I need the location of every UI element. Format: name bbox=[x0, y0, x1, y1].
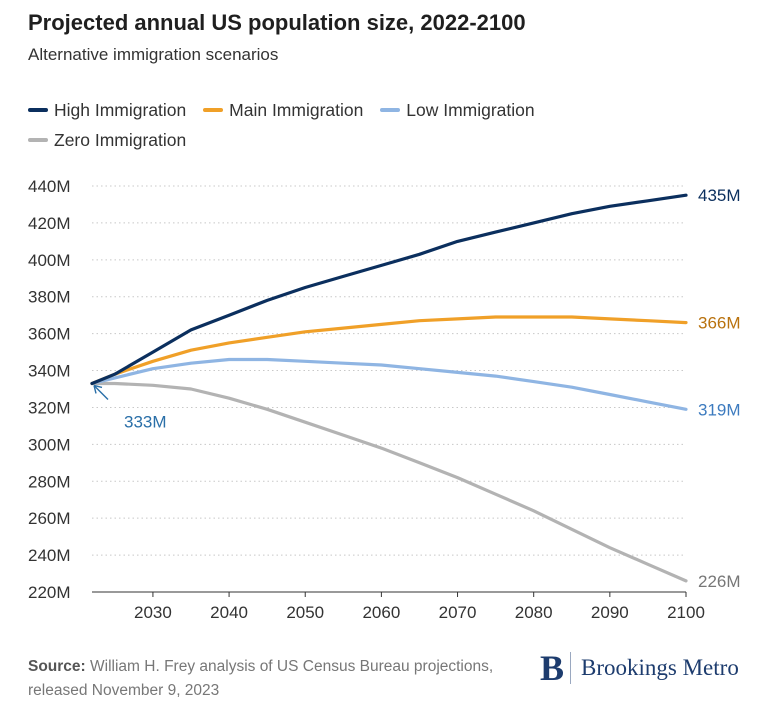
y-tick-label-280: 280M bbox=[28, 472, 71, 491]
y-tick-label-300: 300M bbox=[28, 435, 71, 454]
y-tick-label-380: 380M bbox=[28, 288, 71, 307]
y-tick-label-340: 340M bbox=[28, 362, 71, 381]
x-tick-label-2040: 2040 bbox=[210, 603, 248, 622]
source-text: William H. Frey analysis of US Census Bu… bbox=[28, 658, 494, 699]
y-tick-label-220: 220M bbox=[28, 583, 71, 602]
y-tick-label-320: 320M bbox=[28, 398, 71, 417]
legend-label-high: High Immigration bbox=[54, 99, 187, 120]
source-label: Source: bbox=[28, 658, 86, 675]
legend-swatch-low bbox=[380, 108, 401, 112]
brand-mark: B bbox=[540, 648, 565, 688]
series-line-low-immigration bbox=[90, 357, 688, 411]
x-tick-label-2050: 2050 bbox=[286, 603, 324, 622]
legend-item-zero: Zero Immigration bbox=[28, 125, 186, 155]
x-tick-label-2030: 2030 bbox=[134, 603, 172, 622]
legend-item-low: Low Immigration bbox=[380, 95, 535, 125]
legend-label-low: Low Immigration bbox=[406, 99, 535, 120]
series-line-high-immigration bbox=[90, 193, 688, 386]
annotation-arrow-shaft bbox=[94, 385, 109, 400]
y-tick-label-240: 240M bbox=[28, 546, 71, 565]
end-label-zero-immigration: 226M bbox=[698, 572, 741, 591]
annotation-label-start: 333M bbox=[124, 412, 167, 431]
end-label-main-immigration: 366M bbox=[698, 314, 741, 333]
brand-divider bbox=[570, 652, 572, 684]
x-tick-label-2070: 2070 bbox=[439, 603, 477, 622]
annotation-arrow-head bbox=[93, 384, 103, 394]
legend-label-zero: Zero Immigration bbox=[54, 129, 187, 150]
chart-subtitle: Alternative immigration scenarios bbox=[28, 45, 279, 64]
brand-name: Brookings Metro bbox=[581, 655, 739, 680]
y-tick-label-360: 360M bbox=[28, 325, 71, 344]
legend-item-main: Main Immigration bbox=[203, 95, 363, 125]
series-line-main-immigration bbox=[90, 315, 688, 386]
end-label-high-immigration: 435M bbox=[698, 186, 741, 205]
legend: High Immigration Main Immigration Low Im… bbox=[28, 95, 628, 155]
end-label-low-immigration: 319M bbox=[698, 400, 741, 419]
chart-title: Projected annual US population size, 202… bbox=[28, 10, 526, 35]
legend-swatch-zero bbox=[28, 138, 48, 142]
x-tick-label-2100: 2100 bbox=[667, 603, 705, 622]
line-chart: 220M 240M 260M 280M 300M 320M 340M 360M 380M 400M… bbox=[28, 177, 741, 622]
x-tick-label-2090: 2090 bbox=[591, 603, 629, 622]
series-line-zero-immigration bbox=[90, 381, 688, 583]
legend-swatch-high bbox=[28, 108, 48, 112]
y-tick-label-260: 260M bbox=[28, 509, 71, 528]
y-tick-label-420: 420M bbox=[28, 214, 71, 233]
source-note: Source: William H. Frey analysis of US C… bbox=[28, 655, 498, 703]
y-tick-label-440: 440M bbox=[28, 177, 71, 196]
y-tick-label-400: 400M bbox=[28, 251, 71, 270]
legend-item-high: High Immigration bbox=[28, 95, 186, 125]
legend-swatch-main bbox=[203, 108, 224, 112]
x-tick-label-2080: 2080 bbox=[515, 603, 553, 622]
brookings-logo: B Brookings Metro bbox=[540, 650, 739, 686]
x-tick-label-2060: 2060 bbox=[362, 603, 400, 622]
legend-label-main: Main Immigration bbox=[229, 99, 364, 120]
